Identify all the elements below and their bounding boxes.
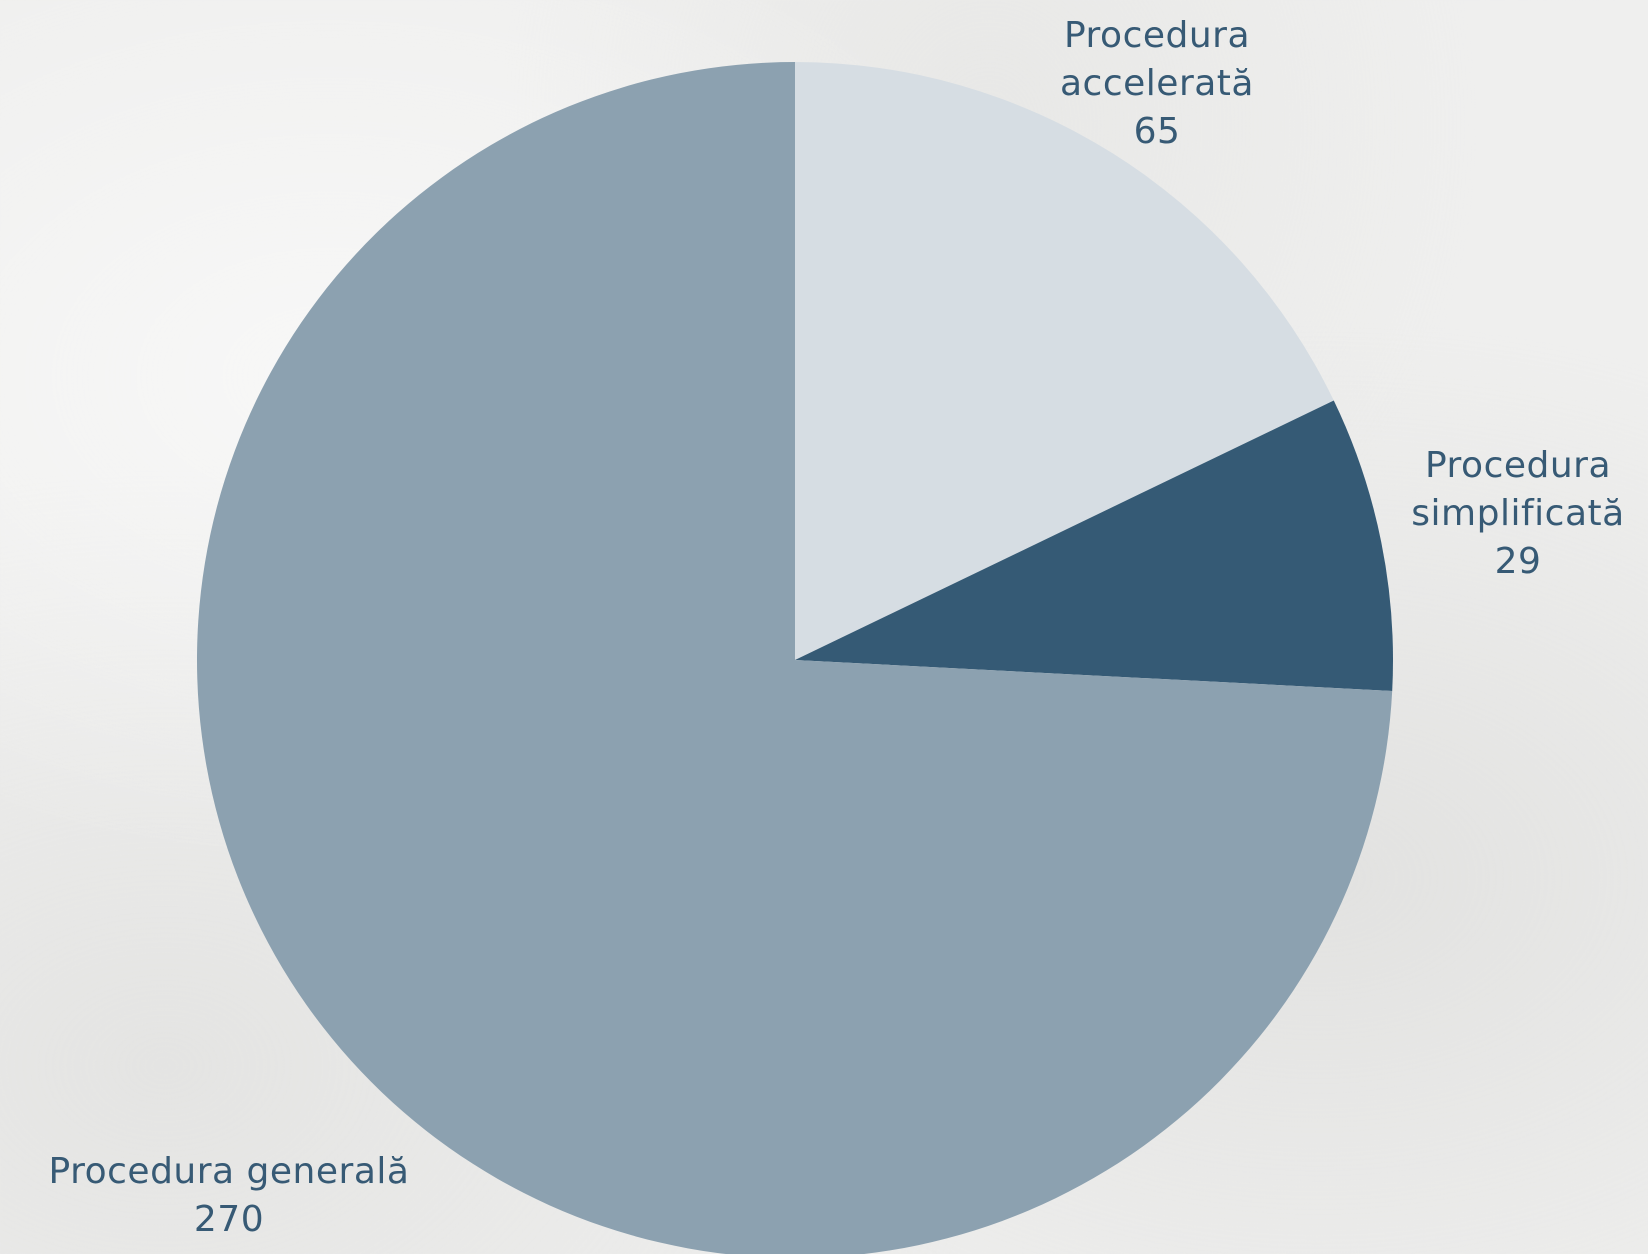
slice-label-procedura-accelerata: Procedura accelerată 65: [1052, 12, 1262, 156]
pie-slice-procedura-accelerata: [795, 62, 1334, 660]
slice-value-label: 270: [193, 1199, 265, 1240]
slice-label-text: accelerată: [1060, 63, 1254, 104]
pie-slice-procedura-generala: [197, 62, 1393, 1254]
slice-label-text: Procedura generală: [48, 1151, 410, 1192]
slice-value-label: 65: [1133, 111, 1181, 152]
slice-label-text: Procedura: [1063, 15, 1251, 56]
slice-label-text: simplificată: [1411, 493, 1625, 534]
slice-label-text: Procedura: [1424, 445, 1612, 486]
slice-value-label: 29: [1494, 541, 1542, 582]
pie-slice-procedura-simplificata: [795, 400, 1393, 691]
slice-label-procedura-generala: Procedura generală 270: [24, 1148, 434, 1244]
slice-label-procedura-simplificata: Procedura simplificată 29: [1398, 442, 1638, 586]
